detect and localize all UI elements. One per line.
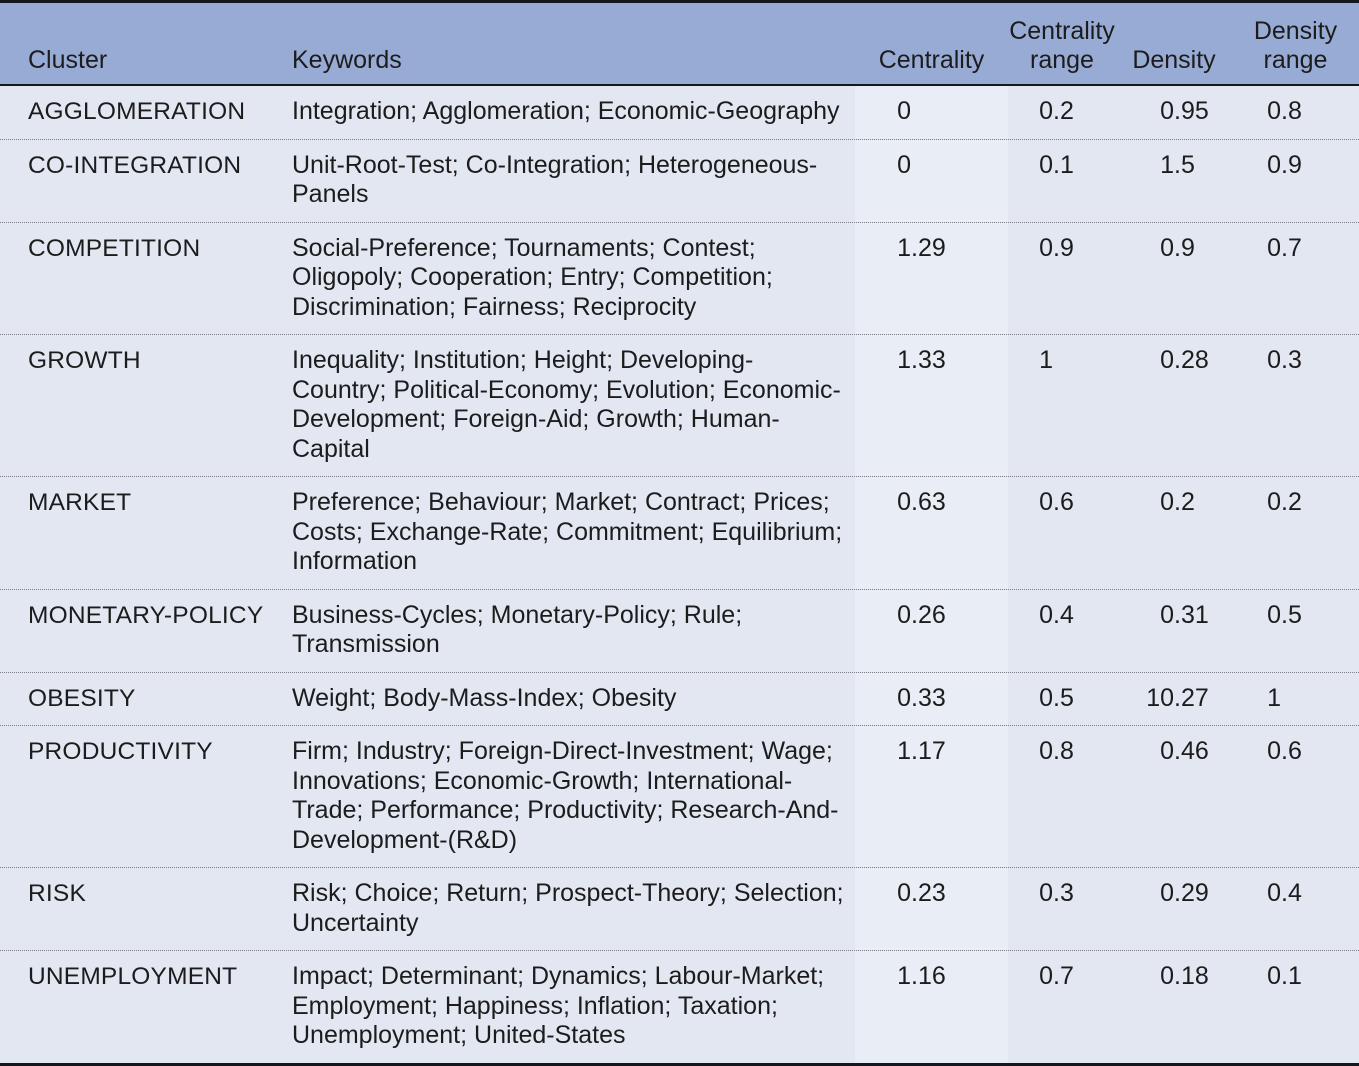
table-row: CO-INTEGRATION Unit-Root-Test; Co-Integra… [0, 139, 1359, 223]
keywords-cell: Weight; Body-Mass-Index; Obesity [292, 683, 677, 712]
centrality-range-cell: 0.4 [1039, 600, 1074, 629]
column-header-label: Centrality [878, 46, 985, 74]
keywords-cell: Preference; Behaviour; Market; Contract;… [292, 488, 843, 575]
centrality-cell: 0.63 [855, 477, 1008, 589]
keywords-cell: Inequality; Institution; Height; Develop… [292, 346, 841, 463]
column-header-density-range: Density range [1232, 3, 1359, 84]
density-cell: 0.29 [1160, 879, 1209, 907]
density-cell: 0.9 [1160, 233, 1195, 262]
centrality-range-cell: 0.6 [1039, 488, 1074, 516]
keywords-cell: Firm; Industry; Foreign-Direct-Investmen… [292, 737, 839, 854]
density-range-cell: 0.3 [1267, 346, 1302, 374]
table-row: PRODUCTIVITY Firm; Industry; Foreign-Dire… [0, 726, 1359, 868]
centrality-cell: 0.23 [855, 868, 1008, 950]
table-row: MONETARY-POLICY Business-Cycles; Monetary… [0, 589, 1359, 673]
table-row: MARKET Preference; Behaviour; Market; Con… [0, 477, 1359, 590]
column-header-label: Centrality range [1009, 17, 1115, 74]
centrality-range-cell: 0.2 [1039, 97, 1074, 125]
column-header-cluster: Cluster [0, 3, 292, 84]
cluster-cell: UNEMPLOYMENT [28, 963, 238, 990]
density-range-cell: 1 [1267, 683, 1281, 712]
column-header-keywords: Keywords [292, 3, 855, 84]
density-range-cell: 0.8 [1267, 97, 1302, 125]
density-range-cell: 0.6 [1267, 737, 1302, 765]
keywords-cell: Social-Preference; Tournaments; Contest;… [292, 233, 773, 321]
table-row: AGGLOMERATION Integration; Agglomeration;… [0, 86, 1359, 140]
density-cell: 0.18 [1160, 962, 1209, 990]
table-row: GROWTH Inequality; Institution; Height; D… [0, 335, 1359, 477]
density-cell: 0.31 [1160, 600, 1209, 629]
column-header-centrality-range: Centrality range [1008, 3, 1116, 84]
cluster-cell: COMPETITION [28, 234, 201, 262]
centrality-range-cell: 0.1 [1039, 150, 1074, 179]
column-header-label: Density range [1253, 17, 1338, 74]
density-cell: 0.28 [1160, 346, 1209, 374]
centrality-cell: 0.26 [855, 589, 1008, 672]
density-cell: 0.46 [1160, 737, 1209, 765]
table-header-row: Cluster Keywords Centrality Centrality r… [0, 0, 1359, 86]
column-header-density: Density [1116, 3, 1232, 84]
centrality-cell: 1.16 [855, 951, 1008, 1063]
keywords-cell: Risk; Choice; Return; Prospect-Theory; S… [292, 879, 844, 937]
column-header-label: Cluster [28, 46, 108, 74]
centrality-cell: 1.33 [855, 335, 1008, 476]
keywords-cell: Impact; Determinant; Dynamics; Labour-Ma… [292, 962, 825, 1049]
keywords-cell: Business-Cycles; Monetary-Policy; Rule; … [292, 600, 743, 659]
centrality-cell: 0 [855, 86, 1008, 139]
density-range-cell: 0.9 [1267, 150, 1302, 179]
density-cell: 0.95 [1160, 97, 1209, 125]
centrality-cell: 1.29 [855, 222, 1008, 334]
centrality-range-cell: 0.9 [1039, 233, 1074, 262]
cluster-cell: PRODUCTIVITY [28, 738, 213, 765]
table-row: OBESITY Weight; Body-Mass-Index; Obesity 0… [0, 672, 1359, 726]
table-body: AGGLOMERATION Integration; Agglomeration;… [0, 86, 1359, 1063]
density-range-cell: 0.1 [1267, 962, 1302, 990]
centrality-range-cell: 0.7 [1039, 962, 1074, 990]
table-row: RISK Risk; Choice; Return; Prospect-Theor… [0, 868, 1359, 951]
keywords-cell: Integration; Agglomeration; Economic-Geo… [292, 97, 840, 125]
centrality-range-cell: 1 [1039, 346, 1053, 374]
cluster-cell: GROWTH [28, 347, 141, 374]
cluster-cell: MONETARY-POLICY [28, 601, 264, 629]
cluster-cell: CO-INTEGRATION [28, 151, 242, 179]
density-range-cell: 0.5 [1267, 600, 1302, 629]
table-row: UNEMPLOYMENT Impact; Determinant; Dynamic… [0, 951, 1359, 1063]
centrality-range-cell: 0.3 [1039, 879, 1074, 907]
density-range-cell: 0.2 [1267, 488, 1302, 516]
centrality-cell: 1.17 [855, 726, 1008, 867]
column-header-centrality: Centrality [855, 3, 1008, 84]
centrality-cell: 0.33 [855, 672, 1008, 725]
density-range-cell: 0.4 [1267, 879, 1302, 907]
column-header-label: Keywords [292, 46, 402, 74]
cluster-cell: OBESITY [28, 684, 136, 712]
cluster-cell: AGGLOMERATION [28, 98, 246, 125]
density-range-cell: 0.7 [1267, 233, 1302, 262]
table-row: COMPETITION Social-Preference; Tournament… [0, 222, 1359, 335]
density-cell: 0.2 [1160, 488, 1195, 516]
density-cell: 1.5 [1160, 150, 1195, 179]
cluster-cell: MARKET [28, 489, 132, 516]
density-cell: 10.27 [1146, 683, 1209, 712]
keywords-cell: Unit-Root-Test; Co-Integration; Heteroge… [292, 150, 818, 209]
centrality-cell: 0 [855, 139, 1008, 222]
centrality-range-cell: 0.5 [1039, 683, 1074, 712]
cluster-cell: RISK [28, 880, 86, 907]
column-header-label: Density [1132, 46, 1216, 74]
centrality-range-cell: 0.8 [1039, 737, 1074, 765]
